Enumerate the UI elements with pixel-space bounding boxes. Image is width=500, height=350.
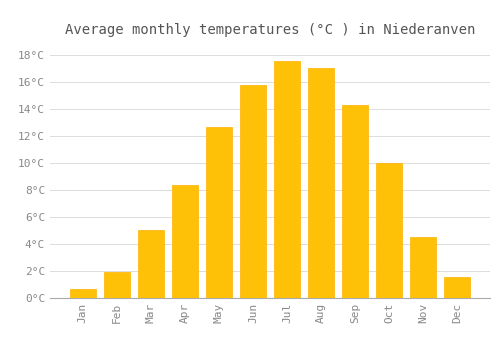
- Bar: [342, 105, 368, 298]
- Bar: [206, 127, 232, 298]
- Bar: [70, 289, 96, 298]
- Bar: [172, 184, 198, 298]
- Bar: [104, 272, 130, 298]
- Bar: [240, 85, 266, 298]
- Title: Average monthly temperatures (°C ) in Niederanven: Average monthly temperatures (°C ) in Ni…: [65, 23, 475, 37]
- Bar: [444, 277, 470, 297]
- Bar: [376, 163, 402, 298]
- Bar: [138, 230, 164, 298]
- Bar: [410, 237, 436, 298]
- Bar: [274, 61, 300, 297]
- Bar: [308, 68, 334, 298]
